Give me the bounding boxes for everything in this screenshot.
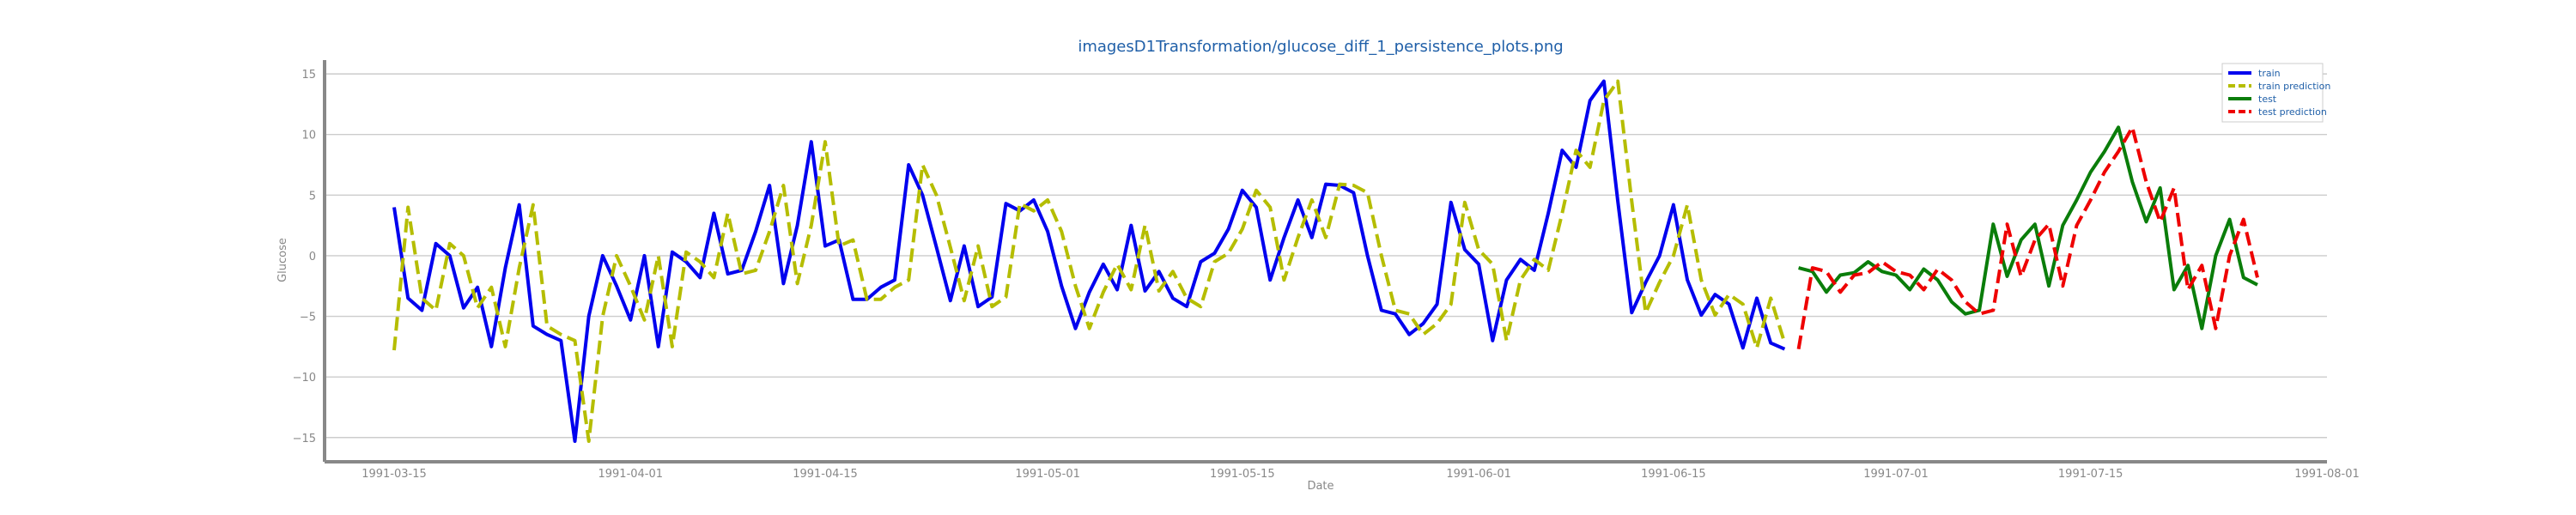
x-tick-label: 1991-04-15 (793, 468, 858, 481)
grid-layer (325, 73, 2327, 439)
axes-layer (323, 60, 2327, 464)
x-tick-label: 1991-05-01 (1015, 468, 1080, 481)
x-tick-label: 1991-05-15 (1210, 468, 1275, 481)
y-tick-label: 15 (301, 69, 316, 82)
x-tick-labels: 1991-03-15 1991-04-01 1991-04-15 1991-05-01… (361, 468, 2360, 481)
series-layer (392, 79, 2259, 443)
chart-title: imagesD1Transformation/glucose_diff_1_pe… (1078, 38, 1563, 56)
series-line-test (1798, 125, 2258, 330)
x-tick-label: 1991-06-01 (1446, 468, 1511, 481)
y-axis-label: Glucose (276, 238, 289, 282)
series-line-train-prediction (392, 79, 1787, 443)
legend-label-test-prediction: test prediction (2258, 106, 2327, 118)
x-tick-label: 1991-06-15 (1641, 468, 1706, 481)
series-line-test-prediction (1796, 125, 2259, 350)
y-tick-label: 10 (301, 130, 316, 142)
y-tick-label: 5 (309, 190, 316, 203)
x-tick-label: 1991-08-01 (2294, 468, 2360, 481)
legend-label-train: train (2258, 68, 2281, 79)
series-line-train (392, 79, 1786, 443)
x-axis-label: Date (1307, 480, 1334, 493)
y-tick-label: −10 (293, 372, 316, 385)
y-tick-label: −5 (300, 312, 316, 324)
y-tick-label: 0 (309, 251, 316, 264)
y-tick-label: −15 (293, 433, 316, 445)
x-tick-label: 1991-07-15 (2058, 468, 2123, 481)
y-tick-labels: −15 −10 −5 0 5 10 15 (293, 69, 316, 445)
legend-label-test: test (2258, 94, 2277, 105)
x-tick-label: 1991-04-01 (598, 468, 663, 481)
x-tick-label: 1991-07-01 (1863, 468, 1929, 481)
x-tick-label: 1991-03-15 (361, 468, 427, 481)
legend-label-train-prediction: train prediction (2258, 81, 2330, 92)
